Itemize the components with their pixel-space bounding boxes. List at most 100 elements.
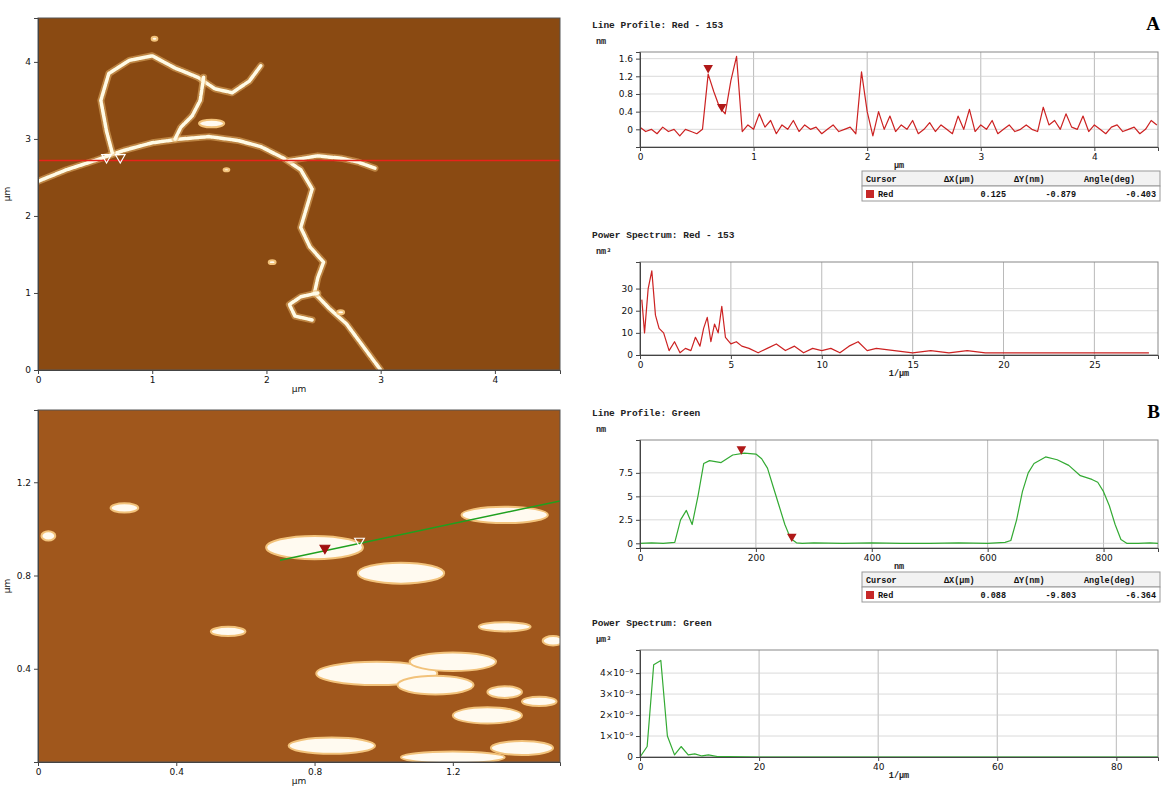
x-axis-title: μm [894,161,904,171]
x-tick [1004,355,1005,359]
x-tick-label: 0 [638,152,644,162]
y-tick-label: 0 [627,752,633,762]
x-tick-label: 20 [998,360,1010,370]
x-tick-label: 40 [873,762,885,772]
y-grid-line [640,715,1158,716]
chart-title: Power Spectrum: Red - 153 [592,230,735,241]
x-tick [822,355,823,359]
x-tick-label: 2 [264,375,270,385]
cursor-swatch [866,190,874,198]
particle [337,310,344,314]
particle [152,37,158,41]
image-area [38,18,560,370]
figure: 0123401234μmμm0123400.40.81.21.6Line Pro… [0,0,1167,792]
y-axis-title: nm³ [596,247,611,257]
chart-title: Line Profile: Red - 153 [592,20,723,31]
x-tick-label: 4 [493,375,499,385]
x-grid-line [753,52,754,147]
y-axis-line [34,19,39,371]
y-tick-label: 3 [25,134,31,144]
y-tick-label: 0 [25,365,31,375]
cursor-marker [355,538,365,546]
x-tick-label: 0 [36,375,42,385]
y-axis-line [636,263,641,356]
particle [398,676,474,695]
x-tick-group: 200 [748,548,765,563]
chart-title: Power Spectrum: Green [592,618,712,629]
x-tick [1094,147,1095,151]
strand [38,137,381,370]
y-tick [636,333,640,334]
x-tick-group: 1 [150,370,156,385]
cursor-table: CursorΔX(μm)ΔY(nm)Angle(deg)Red0.125-0.8… [862,171,1160,201]
y-grid-line [640,519,1158,520]
y-tick [636,694,640,695]
particle [487,686,522,698]
particle [224,168,230,171]
y-tick [636,311,640,312]
y-tick-label: 4 [25,57,31,67]
y-axis: 01234 [25,19,38,376]
y-tick-label: 1×10⁻⁹ [600,731,633,741]
x-tick [981,147,982,151]
y-tick-label: 2×10⁻⁹ [600,710,633,720]
x-tick-label: 60 [992,762,1004,772]
plot-area [642,271,1149,353]
table-body-bg [862,587,1160,602]
x-tick-label: 200 [748,553,765,563]
y-tick-label: 3×10⁻⁹ [600,689,633,699]
x-grid-line [759,650,760,757]
y-tick-group: 1.2 [17,478,38,488]
x-tick-label: 400 [864,553,881,563]
y-tick-label: 10 [622,328,634,338]
x-tick-label: 0 [638,360,644,370]
x-tick [867,147,868,151]
x-axis-line [641,356,1159,360]
y-axis-title: μm³ [596,635,611,645]
y-tick [636,94,640,95]
y-tick-label: 0 [627,539,633,549]
afm-image-panel: 00.40.81.20.40.81.2μmμm [2,410,563,786]
y-axis-line [636,53,641,148]
x-tick [878,757,879,761]
x-grid-line [871,440,872,548]
y-tick-group: 0.4 [619,107,640,117]
x-grid-line [1116,650,1117,757]
x-tick-label: 1 [751,152,757,162]
x-tick-label: 25 [1089,360,1100,370]
y-grid-line [640,58,1158,59]
particle [358,563,444,584]
strand-halo [101,56,261,153]
x-tick-group: 60 [992,757,1004,772]
table-header-bg [862,171,1160,186]
x-tick [913,355,914,359]
y-tick-label: 0.8 [619,89,634,99]
particle [41,531,55,540]
x-tick [1094,355,1095,359]
plot-frame [640,440,1158,548]
x-grid-line [1094,52,1095,147]
particle [410,652,496,671]
x-tick [381,370,382,374]
cursor-marker [115,155,125,163]
y-tick-label: 2 [25,211,31,221]
x-tick-group: 20 [998,355,1010,370]
table-cell: -0.879 [1045,190,1076,200]
x-tick-label: 600 [980,553,997,563]
y-tick-label: 0 [627,125,633,135]
y-grid-line [640,496,1158,497]
x-tick-group: 2 [264,370,270,385]
y-axis: 00.40.81.21.6 [619,53,641,148]
plot-frame [640,52,1158,147]
cursor-marker [787,534,797,542]
y-tick-label: 7.5 [619,468,633,478]
x-tick [152,370,153,374]
x-tick-group: 0 [638,548,644,563]
x-tick-label: 800 [1095,553,1112,563]
y-tick-group: 10 [622,328,640,338]
x-tick-group: 3 [378,370,384,385]
plot-frame [640,650,1158,757]
y-axis-title: nm [596,37,606,47]
y-tick-label: 4×10⁻⁹ [600,668,633,678]
x-axis-line [641,148,1159,152]
